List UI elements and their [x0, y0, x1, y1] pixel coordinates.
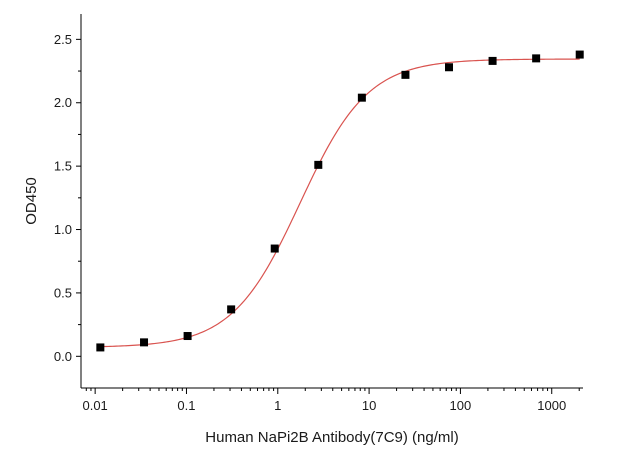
- data-point: [314, 160, 323, 169]
- y-tick-label: 0.0: [54, 349, 72, 364]
- y-tick-label: 1.5: [54, 159, 72, 174]
- axes: [80, 14, 583, 389]
- x-tick-label: 0.1: [177, 398, 195, 413]
- data-point: [140, 338, 149, 347]
- x-axis-label: Human NaPi2B Antibody(7C9) (ng/ml): [205, 429, 458, 446]
- x-tick-label: 100: [450, 398, 472, 413]
- data-point: [445, 63, 454, 72]
- y-tick-label: 0.5: [54, 285, 72, 300]
- data-point: [532, 54, 541, 63]
- data-point: [401, 70, 410, 79]
- data-point: [488, 56, 497, 65]
- x-tick-label: 0.01: [82, 398, 107, 413]
- x-tick-label: 1000: [537, 398, 566, 413]
- data-point: [96, 343, 105, 352]
- fit-curve: [100, 58, 580, 348]
- data-point: [183, 332, 192, 341]
- y-tick-label: 1.0: [54, 222, 72, 237]
- data-point: [227, 305, 236, 314]
- y-tick-label: 2.0: [54, 95, 72, 110]
- x-tick-label: 1: [274, 398, 281, 413]
- data-point: [270, 244, 279, 253]
- y-axis-label: OD450: [23, 177, 40, 225]
- fit-curve-layer: [100, 58, 580, 348]
- data-points-layer: [96, 50, 584, 352]
- axis-ticks: 0.0 0.5 1.0 1.5 2.0 2.5 0.01 0.1 1 10 100 1000: [54, 32, 580, 413]
- y-tick-label: 2.5: [54, 32, 72, 47]
- x-tick-label: 10: [362, 398, 376, 413]
- data-point: [357, 93, 366, 102]
- data-point: [575, 50, 584, 59]
